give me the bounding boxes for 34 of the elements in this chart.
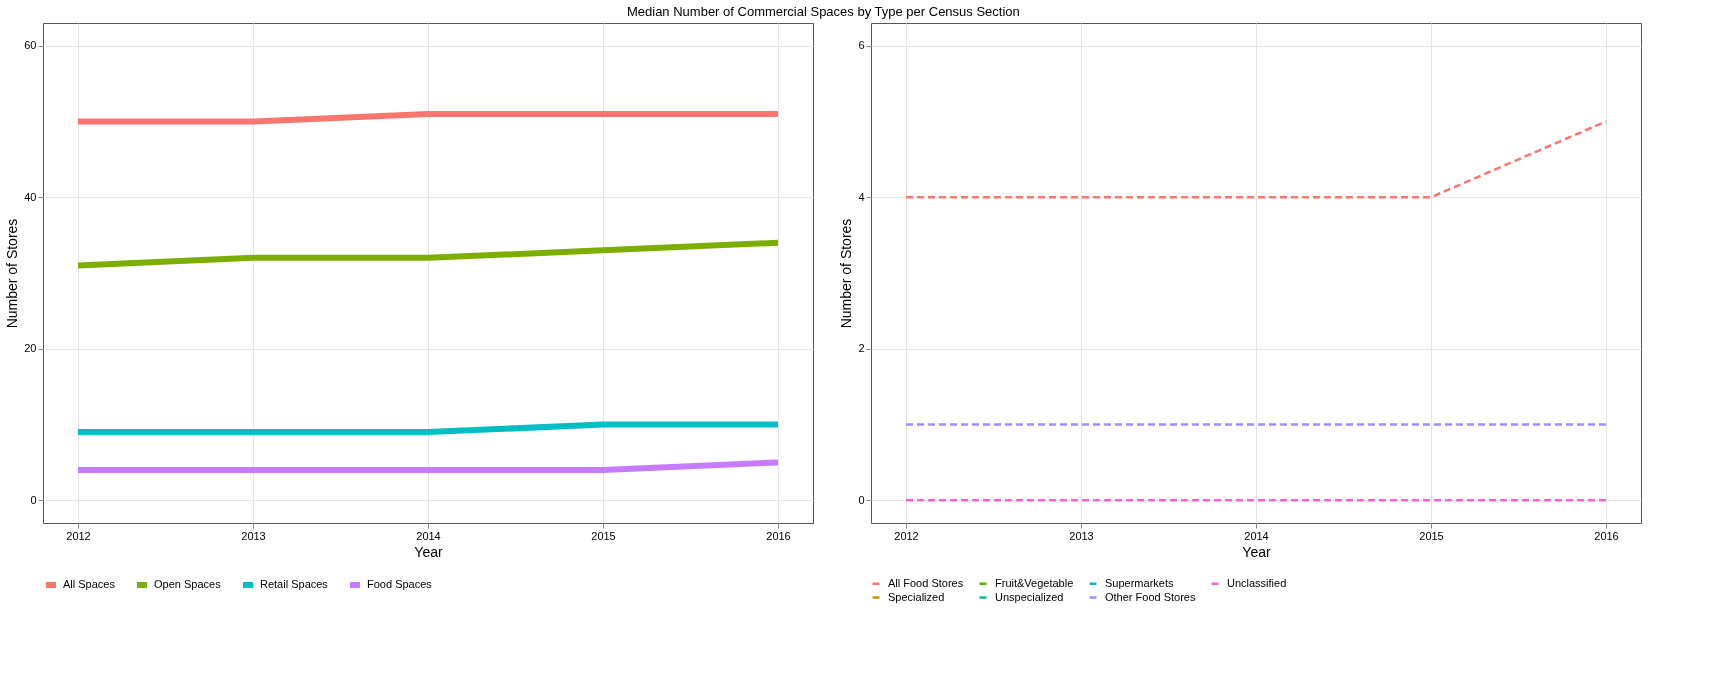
x-tick-label: 2014 bbox=[416, 529, 441, 542]
y-tick-label: 0 bbox=[858, 493, 865, 506]
y-tick-label: 6 bbox=[858, 39, 865, 52]
legend-label: Specialized bbox=[888, 590, 945, 603]
y-tick-label: 0 bbox=[30, 493, 37, 506]
x-axis-title: Year bbox=[414, 543, 443, 560]
y-tick-label: 60 bbox=[24, 39, 37, 52]
legend-label: All Spaces bbox=[63, 578, 116, 590]
legend-label: Open Spaces bbox=[154, 578, 222, 590]
x-axis-title: Year bbox=[1242, 543, 1271, 560]
x-tick-label: 2012 bbox=[66, 529, 91, 542]
chart-title: Median Number of Commercial Spaces by Type per Census Section bbox=[626, 3, 1020, 19]
legend-label: Unclassified bbox=[1227, 576, 1287, 589]
y-tick-label: 40 bbox=[24, 190, 37, 203]
x-tick-label: 2013 bbox=[241, 529, 266, 542]
x-tick-label: 2016 bbox=[1594, 529, 1619, 542]
x-tick-label: 2016 bbox=[766, 529, 791, 542]
y-tick-label: 20 bbox=[24, 342, 37, 355]
legend-label: All Food Stores bbox=[888, 576, 964, 589]
legend-label: Unspecialized bbox=[995, 590, 1064, 603]
legend-label: Food Spaces bbox=[367, 578, 433, 590]
x-tick-label: 2015 bbox=[591, 529, 616, 542]
x-tick-label: 2013 bbox=[1069, 529, 1094, 542]
legend-label: Supermarkets bbox=[1105, 576, 1174, 589]
y-tick-label: 4 bbox=[858, 190, 865, 203]
y-axis-title: Number of Stores bbox=[838, 218, 855, 329]
y-axis-title: Number of Stores bbox=[4, 218, 21, 329]
y-tick-label: 2 bbox=[858, 342, 865, 355]
x-tick-label: 2015 bbox=[1419, 529, 1444, 542]
legend-label: Other Food Stores bbox=[1105, 590, 1196, 603]
x-tick-label: 2012 bbox=[894, 529, 919, 542]
legend-label: Retail Spaces bbox=[260, 578, 329, 590]
x-tick-label: 2014 bbox=[1244, 529, 1269, 542]
legend-label: Fruit&Vegetable bbox=[995, 576, 1074, 589]
